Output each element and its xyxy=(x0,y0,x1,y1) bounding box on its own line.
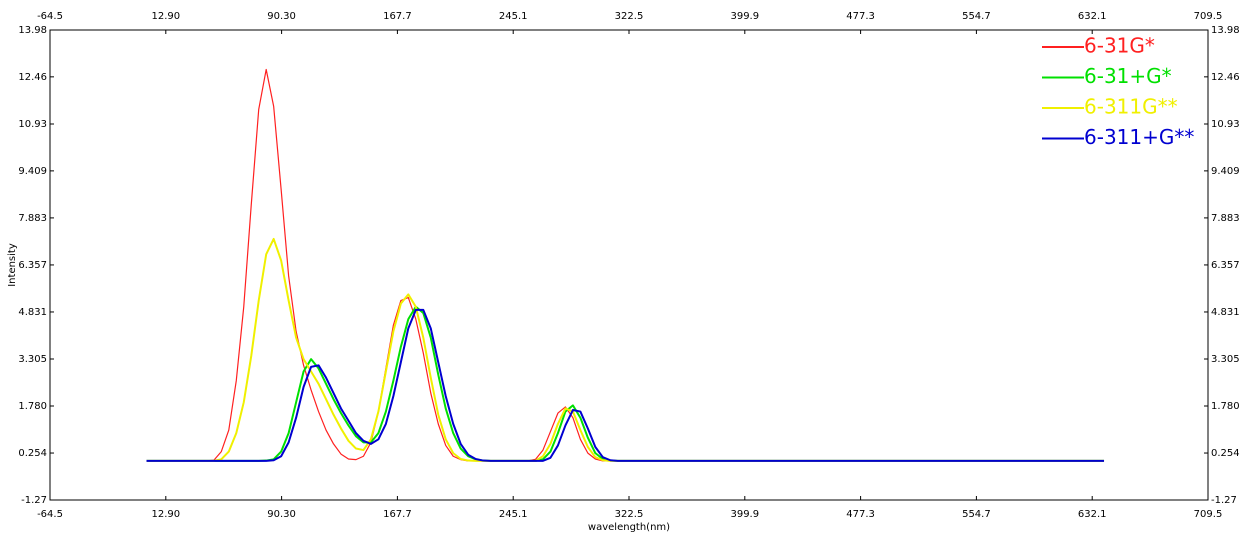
x-tick-label-top: 554.7 xyxy=(962,11,991,22)
x-tick-label: 632.1 xyxy=(1078,509,1107,520)
legend-label: 6-311G** xyxy=(1084,95,1178,119)
y-tick-label-right: 13.98 xyxy=(1211,25,1240,36)
y-tick-label: -1.27 xyxy=(21,495,47,506)
x-tick-label-top: 632.1 xyxy=(1078,11,1107,22)
x-tick-label-top: 322.5 xyxy=(615,11,644,22)
y-tick-label: 7.883 xyxy=(18,213,47,224)
legend-label: 6-31G* xyxy=(1084,34,1155,58)
y-tick-label: 9.409 xyxy=(18,166,47,177)
x-tick-label-top: 709.5 xyxy=(1194,11,1223,22)
y-tick-label: 13.98 xyxy=(18,25,47,36)
x-tick-label: 12.90 xyxy=(151,509,180,520)
y-tick-label: 0.254 xyxy=(18,448,47,459)
y-tick-label-right: 0.254 xyxy=(1211,448,1240,459)
y-tick-label: 12.46 xyxy=(18,72,47,83)
x-tick-label: -64.5 xyxy=(37,509,63,520)
series-line xyxy=(146,308,1105,462)
x-tick-label-top: 399.9 xyxy=(730,11,759,22)
y-tick-label-right: 1.780 xyxy=(1211,401,1240,412)
x-tick-label-top: 245.1 xyxy=(499,11,528,22)
x-tick-label-top: 90.30 xyxy=(267,11,296,22)
x-tick-label-top: 167.7 xyxy=(383,11,412,22)
series-line xyxy=(146,68,1105,462)
plot-frame xyxy=(49,29,1209,501)
y-tick-label-right: 7.883 xyxy=(1211,213,1240,224)
x-tick-label: 90.30 xyxy=(267,509,296,520)
y-axis-label: Intensity xyxy=(7,243,18,287)
x-tick-label: 554.7 xyxy=(962,509,991,520)
legend-label: 6-31+G* xyxy=(1084,64,1172,88)
y-tick-label: 3.305 xyxy=(18,354,47,365)
x-tick-label-top: 12.90 xyxy=(151,11,180,22)
legend-label: 6-311+G** xyxy=(1084,125,1194,149)
y-tick-label: 10.93 xyxy=(18,119,47,130)
y-tick-label: 1.780 xyxy=(18,401,47,412)
x-tick-label: 322.5 xyxy=(615,509,644,520)
x-tick-label-top: -64.5 xyxy=(37,11,63,22)
x-axis-label: wavelength(nm) xyxy=(588,522,670,533)
y-tick-label-right: 6.357 xyxy=(1211,260,1240,271)
x-tick-label-top: 477.3 xyxy=(846,11,875,22)
y-tick-label: 4.831 xyxy=(18,307,47,318)
y-tick-label: 6.357 xyxy=(18,260,47,271)
series-line xyxy=(146,237,1105,462)
x-tick-label: 399.9 xyxy=(730,509,759,520)
y-tick-label-right: -1.27 xyxy=(1211,495,1237,506)
y-tick-label-right: 4.831 xyxy=(1211,307,1240,318)
x-tick-label: 245.1 xyxy=(499,509,528,520)
y-tick-label-right: 12.46 xyxy=(1211,72,1240,83)
y-tick-label-right: 3.305 xyxy=(1211,354,1240,365)
y-tick-label-right: 10.93 xyxy=(1211,119,1240,130)
x-tick-label: 167.7 xyxy=(383,509,412,520)
x-tick-label: 477.3 xyxy=(846,509,875,520)
y-tick-label-right: 9.409 xyxy=(1211,166,1240,177)
x-tick-label: 709.5 xyxy=(1194,509,1223,520)
